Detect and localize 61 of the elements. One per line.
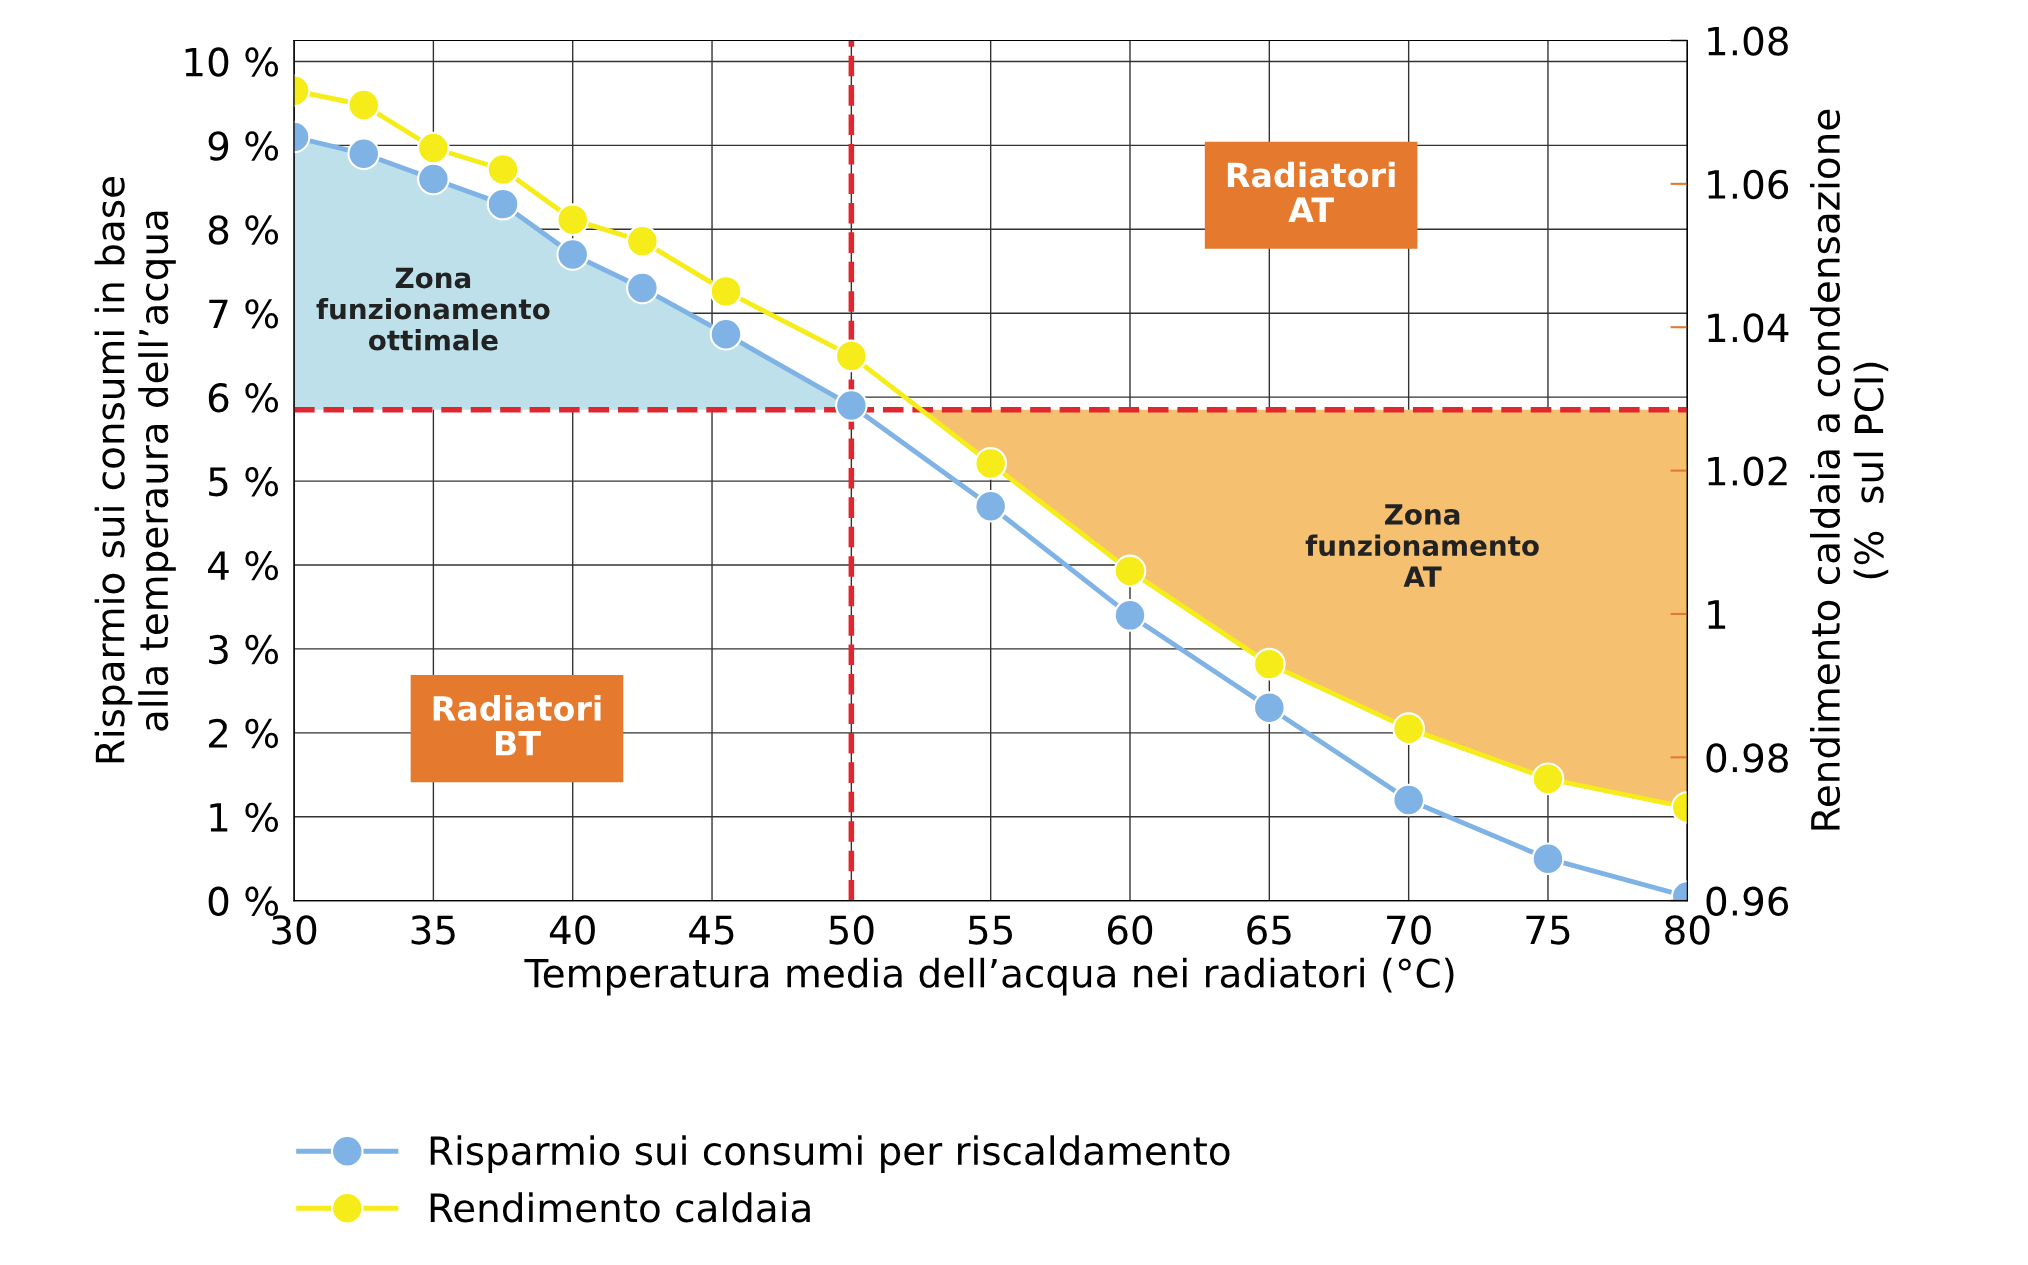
annotation: Radiatori BT bbox=[433, 695, 601, 756]
point bbox=[556, 238, 590, 271]
point bbox=[1253, 691, 1286, 724]
y2-tick-label: 1 bbox=[1708, 600, 1726, 629]
x-tick-label: 35 bbox=[411, 915, 455, 945]
point bbox=[347, 88, 381, 122]
point bbox=[486, 187, 520, 221]
point bbox=[709, 275, 743, 308]
y-tick-label: 9 % bbox=[208, 131, 279, 161]
y2-tick-label: 1.08 bbox=[1708, 26, 1788, 56]
point bbox=[1392, 712, 1425, 745]
point bbox=[1253, 647, 1286, 681]
annotation: Zona funzionamento ottimale bbox=[316, 267, 550, 351]
point bbox=[1392, 783, 1425, 817]
point bbox=[974, 447, 1007, 480]
y-tick-label: 2 % bbox=[208, 718, 279, 749]
point bbox=[835, 339, 868, 373]
x-tick-label: 75 bbox=[1526, 915, 1570, 945]
x-tick-label: 45 bbox=[689, 915, 734, 945]
y2-axis-title: Rendimento caldaia a condensazione (% sul PCI) bbox=[1810, 109, 1889, 830]
annotation: Zona funzionamento AT bbox=[1305, 504, 1539, 587]
y-tick-label: 7 % bbox=[209, 299, 279, 329]
y-tick-label: 8 % bbox=[208, 215, 279, 245]
point bbox=[1531, 762, 1565, 796]
x-axis-title: Temperatura media dell’acqua nei radiatori (°C) bbox=[524, 957, 1454, 996]
x-tick-label: 50 bbox=[829, 915, 874, 945]
point bbox=[709, 317, 743, 351]
point bbox=[556, 203, 590, 237]
x-tick-label: 65 bbox=[1247, 915, 1291, 945]
point bbox=[835, 389, 868, 422]
y-tick-label: 4 % bbox=[208, 550, 279, 581]
x-tick-label: 70 bbox=[1387, 915, 1431, 945]
x-tick-label: 30 bbox=[272, 915, 317, 945]
x-tick-label: 55 bbox=[968, 915, 1013, 945]
y-tick-label: 5 % bbox=[209, 466, 279, 497]
y2-tick-label: 1.06 bbox=[1708, 169, 1789, 200]
y2-tick-label: 1.02 bbox=[1708, 456, 1787, 486]
y-tick-label: 1 % bbox=[210, 802, 279, 833]
y-tick-label: 6 % bbox=[208, 383, 279, 413]
point bbox=[347, 137, 381, 171]
annotation: Radiatori AT bbox=[1227, 161, 1395, 222]
y2-tick-label: 0.96 bbox=[1706, 886, 1789, 917]
point bbox=[1531, 842, 1565, 876]
legend-label: Risparmio sui consumi per riscaldamento bbox=[430, 1135, 1230, 1173]
y2-tick-label: 0.98 bbox=[1706, 743, 1788, 773]
point bbox=[1113, 554, 1147, 588]
x-tick-label: 40 bbox=[549, 915, 595, 945]
point bbox=[417, 162, 450, 196]
x-tick-label: 80 bbox=[1665, 915, 1710, 945]
point bbox=[974, 489, 1007, 523]
legend-label: Rendimento caldaia bbox=[430, 1192, 810, 1223]
y-axis-title: Risparmio sui consumi in base alla temperaura dell’acqua bbox=[94, 177, 176, 763]
x-tick-label: 60 bbox=[1107, 915, 1153, 945]
point bbox=[626, 271, 659, 305]
y-tick-label: 3 % bbox=[209, 634, 279, 665]
point bbox=[417, 131, 450, 165]
y2-tick-label: 1.04 bbox=[1708, 313, 1789, 343]
point bbox=[1113, 599, 1147, 632]
y-tick-label: 10 % bbox=[185, 47, 279, 77]
point bbox=[626, 224, 659, 258]
point bbox=[486, 153, 520, 186]
